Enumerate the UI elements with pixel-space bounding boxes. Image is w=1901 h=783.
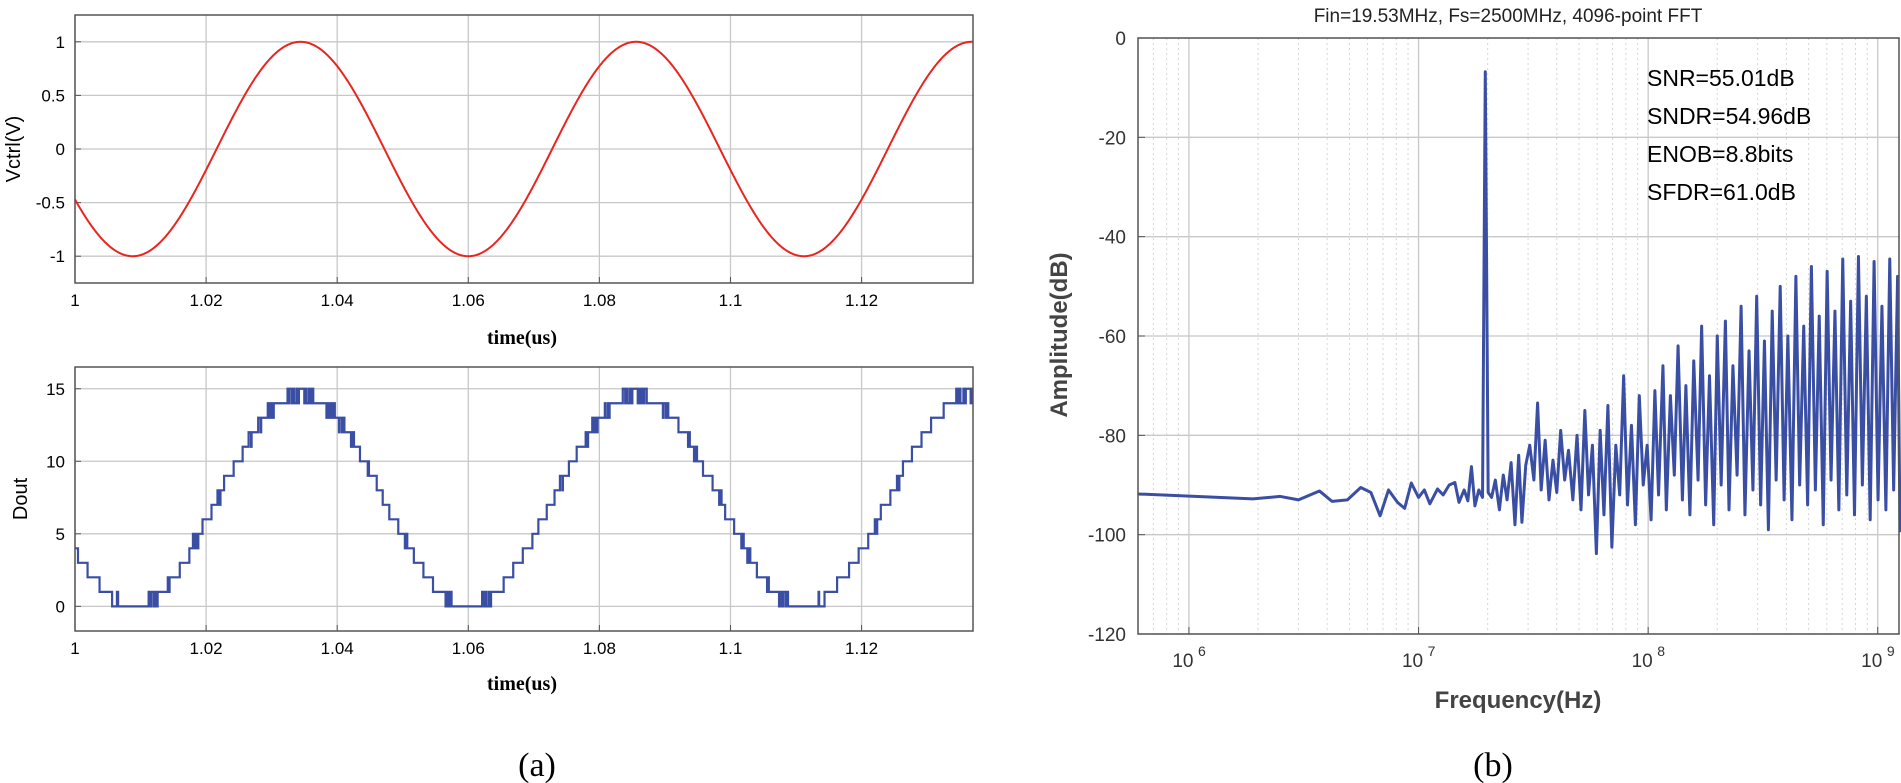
ylabel-a-bottom: Dout [10,477,32,520]
ylabel-b: Amplitude(dB) [1046,252,1073,417]
y-tick-label: -0.5 [36,194,65,213]
ticks-a-bottom: 1 1.02 1.04 1.06 1.08 1.1 1.12 15 10 5 0 [46,380,878,658]
x-tick-label: 1.1 [719,291,743,310]
x-tick-label: 10 [1172,651,1193,672]
panel-a-top: 1 1.02 1.04 1.06 1.08 1.1 1.12 1 0.5 0 -0.5 -1 time… [3,14,974,349]
x-tick-label: 1 [70,639,79,658]
x-tick-label: 1 [70,291,79,310]
x-tick-exponent: 7 [1428,643,1436,659]
x-tick-label: 1.06 [452,291,485,310]
plot-frame-a-top [74,14,974,284]
annotation-sfdr: SFDR=61.0dB [1647,179,1796,205]
x-tick-exponent: 8 [1657,643,1665,659]
x-tick-exponent: 9 [1887,643,1895,659]
x-tick-label: 10 [1402,651,1423,672]
y-tick-label: 0 [56,597,65,616]
x-tick-label: 1.08 [583,639,616,658]
x-tick-label: 1.12 [845,639,878,658]
caption-a: (a) [518,747,556,783]
caption-b: (b) [1473,747,1513,783]
series-vctrl-line [74,40,974,258]
y-tick-label: -100 [1088,526,1126,547]
xlabel-b: Frequency(Hz) [1435,687,1602,714]
series-dout-line [75,387,973,608]
y-tick-label: -60 [1099,327,1126,348]
x-tick-label: 1.12 [845,291,878,310]
series-fft-spectrum-line [1137,70,1901,556]
annotation-snr: SNR=55.01dB [1647,65,1795,91]
ticks-a-top: 1 1.02 1.04 1.06 1.08 1.1 1.12 1 0.5 0 -0.5 -1 [36,33,878,310]
y-tick-label: -1 [50,247,65,266]
y-tick-label: -40 [1099,228,1126,249]
annotation-sndr: SNDR=54.96dB [1647,103,1811,129]
grid-a-bottom [74,367,973,631]
y-tick-label: 0.5 [41,86,65,105]
x-tick-label: 1.1 [719,639,743,658]
grid-a-top [74,15,973,283]
x-tick-label: 1.02 [190,639,223,658]
x-tick-exponent: 6 [1198,643,1206,659]
x-tick-label: 1.02 [190,291,223,310]
plot-frame-a-bottom [74,366,974,632]
x-tick-label: 10 [1861,651,1882,672]
y-tick-label: 1 [56,33,65,52]
ylabel-a-top: Vctrl(V) [3,116,25,183]
y-tick-label: 5 [56,525,65,544]
xlabel-a-bottom: time(us) [487,673,557,695]
annotation-enob: ENOB=8.8bits [1647,141,1793,167]
y-tick-label: 15 [46,380,65,399]
y-tick-label: -20 [1099,128,1126,149]
x-tick-label: 1.08 [583,291,616,310]
ticks-b: 10 6 10 7 10 8 10 90-20-40-60-80-100-120 [1088,29,1895,672]
x-tick-label: 1.04 [321,639,354,658]
x-tick-label: 1.06 [452,639,485,658]
panel-b-fft: 10 6 10 7 10 8 10 90-20-40-60-80-100-120 Fin=19… [1046,6,1901,714]
x-tick-label: 1.04 [321,291,354,310]
y-tick-label: 0 [56,140,65,159]
x-tick-label: 10 [1632,651,1653,672]
chart-title-b: Fin=19.53MHz, Fs=2500MHz, 4096-point FFT [1314,6,1703,27]
plot-frame-b [1137,37,1900,635]
y-tick-label: -80 [1099,426,1126,447]
y-tick-label: 0 [1115,29,1126,50]
xlabel-a-top: time(us) [487,327,557,349]
y-tick-label: -120 [1088,625,1126,646]
y-tick-label: 10 [46,452,65,471]
